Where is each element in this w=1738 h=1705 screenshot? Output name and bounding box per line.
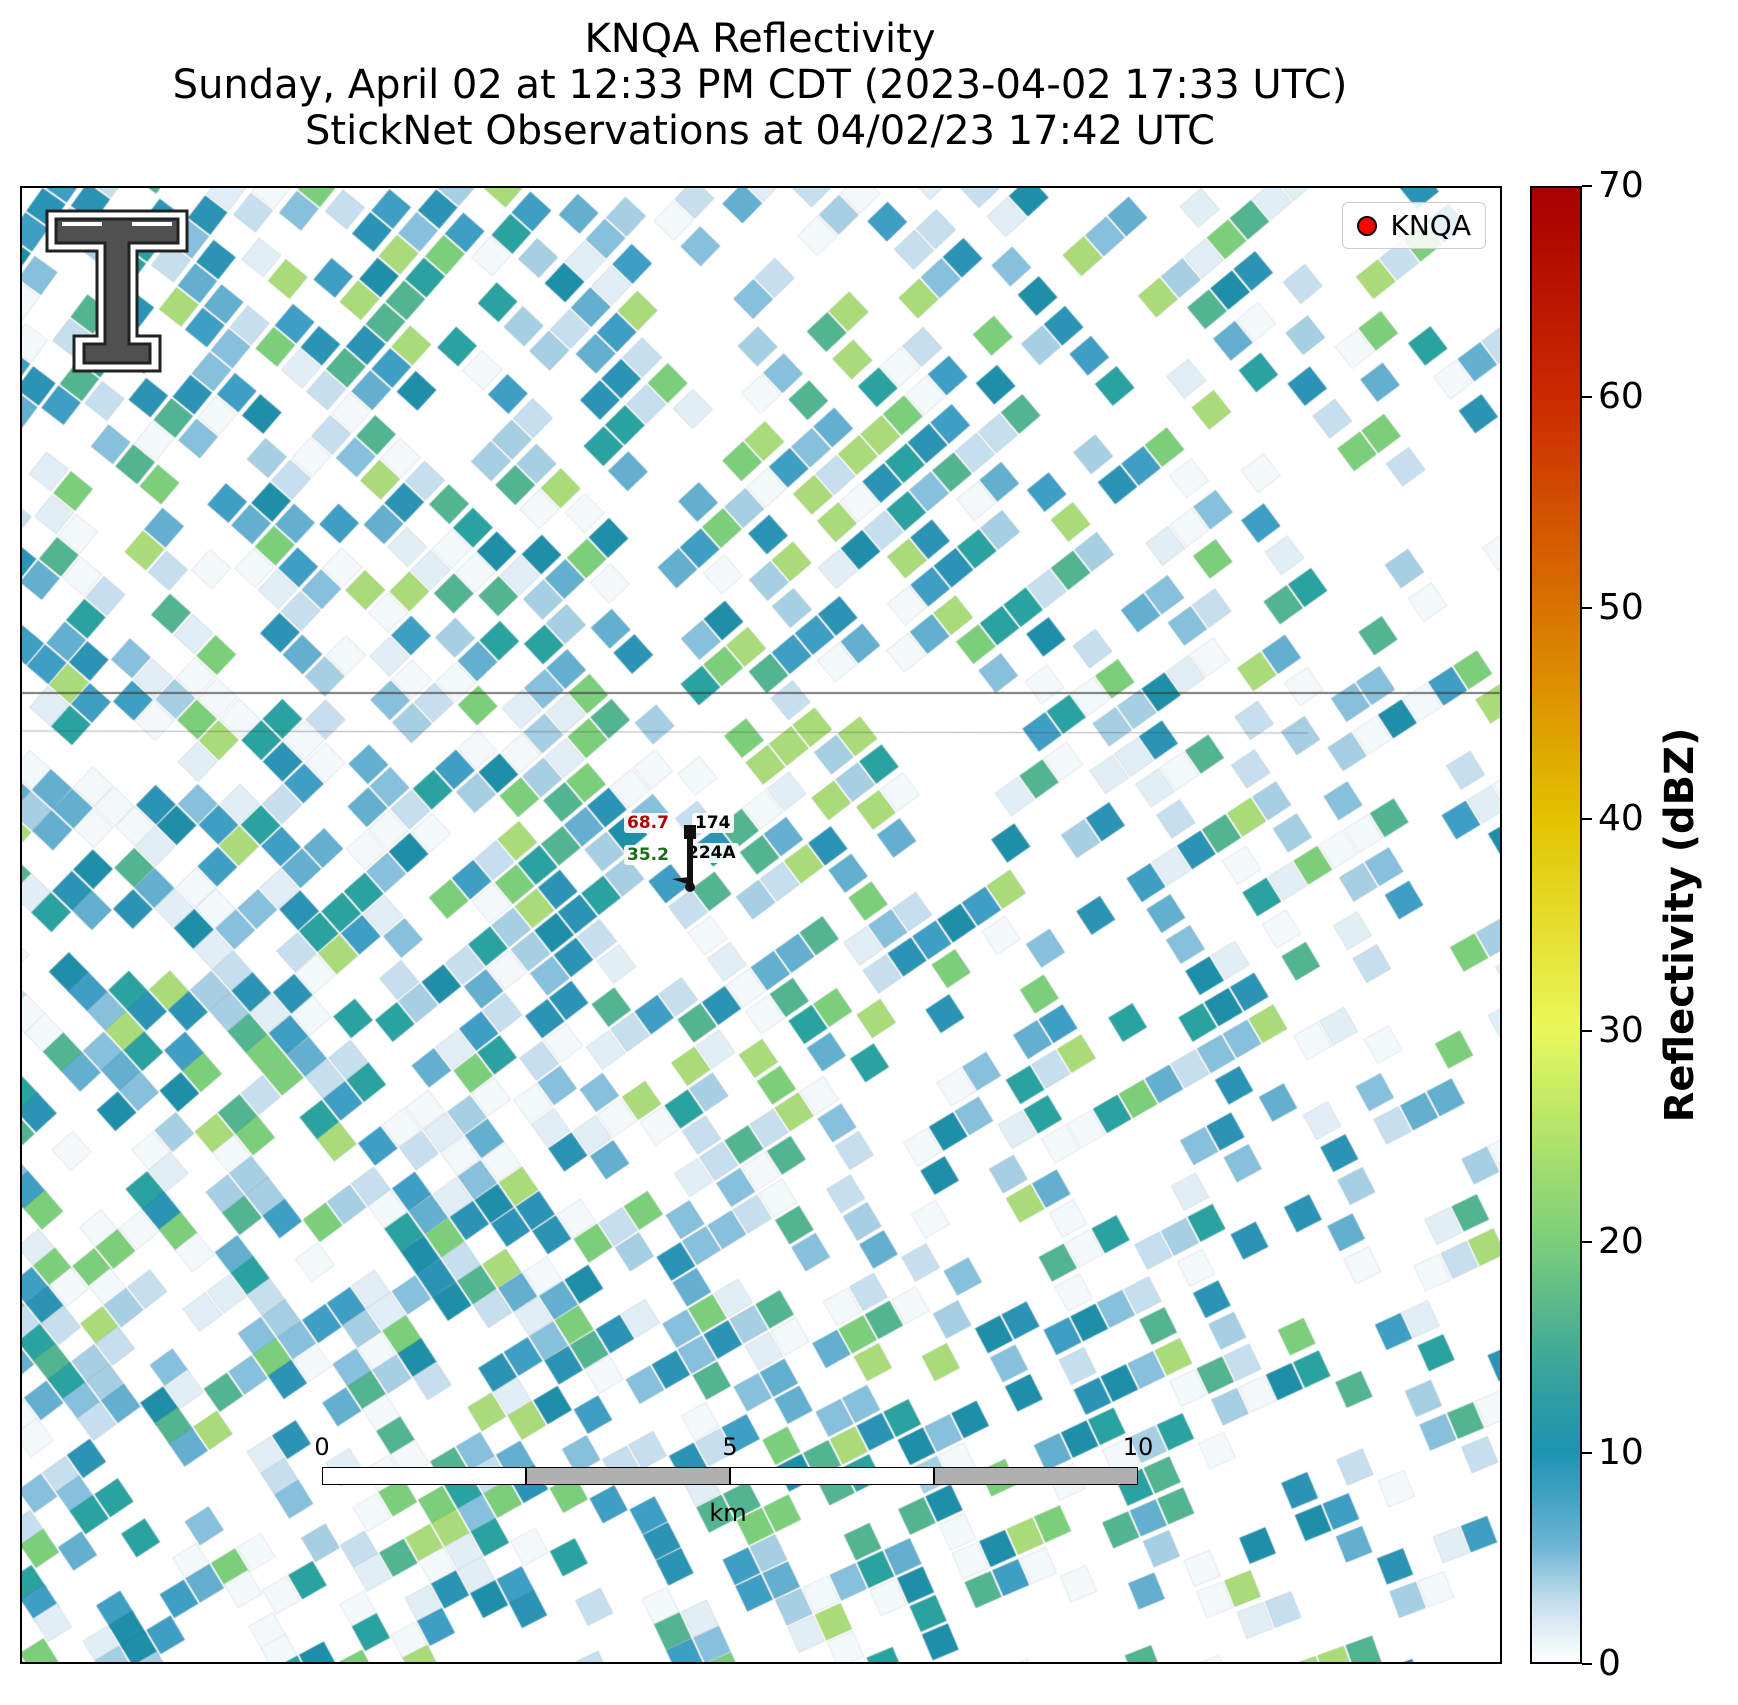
station-dewpoint: 35.2 xyxy=(624,845,672,865)
colorbar xyxy=(1530,186,1582,1664)
colorbar-tick-mark xyxy=(1582,1240,1592,1243)
colorbar-tick-mark xyxy=(1582,1663,1592,1665)
reflectivity-map[interactable]: KNQA 68.7 174 35.2 224A 0 5 10 km xyxy=(20,186,1502,1664)
colorbar-tick-mark xyxy=(1582,396,1592,399)
scale-tick-10: 10 xyxy=(1122,1433,1154,1461)
colorbar-title: Reflectivity (dBZ) xyxy=(1657,727,1703,1123)
sticknet-station[interactable]: 68.7 174 35.2 224A xyxy=(622,803,782,923)
colorbar-tick-label: 30 xyxy=(1598,1009,1644,1051)
colorbar-tick-label: 20 xyxy=(1598,1220,1644,1262)
colorbar-tick-label: 10 xyxy=(1598,1431,1644,1473)
colorbar-tick-mark xyxy=(1582,1451,1592,1454)
legend-label: KNQA xyxy=(1390,209,1472,242)
scale-tick-5: 5 xyxy=(722,1433,738,1461)
colorbar-tick-mark xyxy=(1582,185,1592,187)
colorbar-tick-label: 60 xyxy=(1598,376,1644,418)
colorbar-tick-mark xyxy=(1582,607,1592,610)
reflectivity-field xyxy=(22,188,1500,1662)
colorbar-tick-label: 70 xyxy=(1598,165,1644,206)
station-id: 224A xyxy=(684,843,739,863)
title-line-2: Sunday, April 02 at 12:33 PM CDT (2023-0… xyxy=(172,62,1348,108)
scale-tick-0: 0 xyxy=(314,1433,330,1461)
radar-site-marker-icon xyxy=(1356,215,1377,236)
colorbar-tick-label: 0 xyxy=(1598,1643,1621,1684)
colorbar-tick-label: 50 xyxy=(1598,587,1644,629)
colorbar-tick-mark xyxy=(1582,818,1592,821)
colorbar-tick-mark xyxy=(1582,1029,1592,1032)
colorbar-tick-label: 40 xyxy=(1598,798,1644,840)
title-line-3: StickNet Observations at 04/02/23 17:42 … xyxy=(305,108,1215,154)
wind-barb-icon xyxy=(672,825,696,892)
title-line-1: KNQA Reflectivity xyxy=(584,16,936,62)
station-temperature: 68.7 xyxy=(624,813,672,833)
station-pressure: 174 xyxy=(692,813,734,833)
texas-tech-double-t-logo xyxy=(45,209,189,373)
map-legend: KNQA xyxy=(1341,202,1486,249)
scale-bar: 0 5 10 km xyxy=(314,1433,1153,1553)
scale-unit: km xyxy=(709,1499,747,1527)
